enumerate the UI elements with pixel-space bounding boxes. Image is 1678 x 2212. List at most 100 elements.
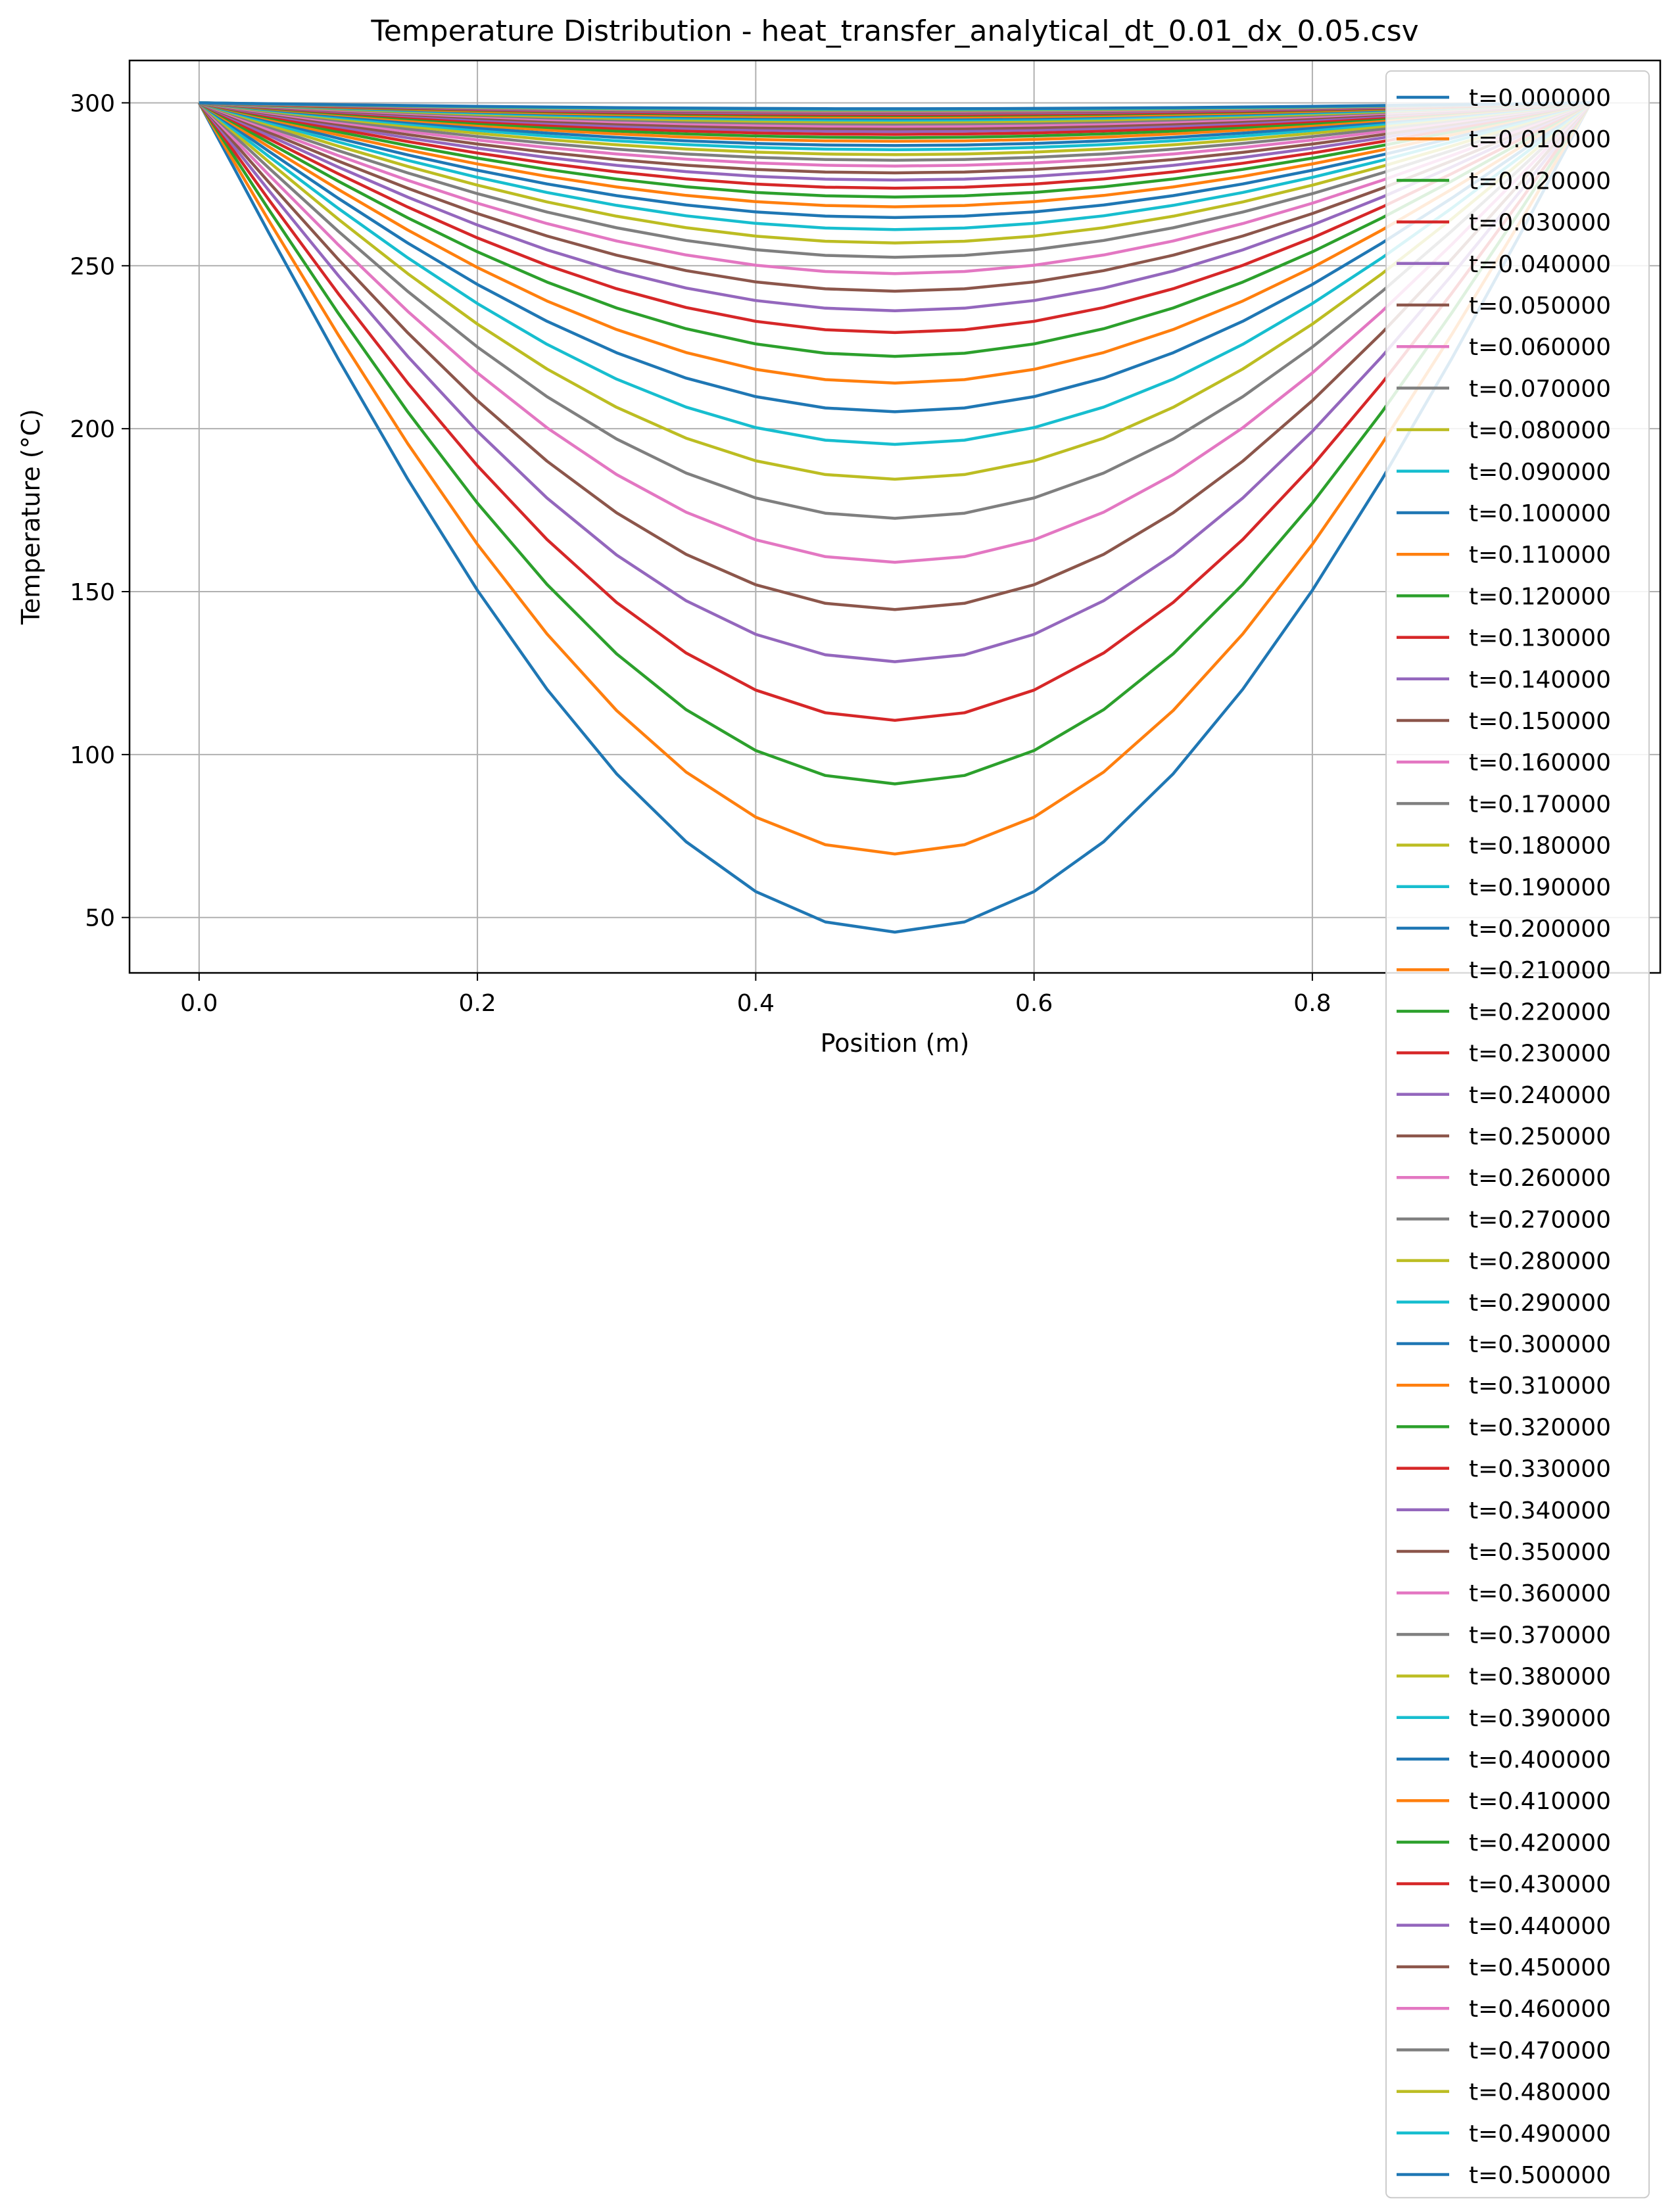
legend-entry-label: t=0.330000 — [1469, 1456, 1611, 1483]
series-line-25 — [199, 101, 1591, 175]
legend-entry-label: t=0.060000 — [1469, 334, 1611, 361]
series-line-29 — [199, 101, 1591, 152]
legend-entry-label: t=0.500000 — [1469, 2162, 1611, 2189]
legend-entry-label: t=0.360000 — [1469, 1580, 1611, 1607]
legend-entry-label: t=0.210000 — [1469, 957, 1611, 984]
legend-entry-label: t=0.050000 — [1469, 293, 1611, 319]
y-tick-label: 50 — [85, 905, 115, 932]
legend-entry-label: t=0.010000 — [1469, 126, 1611, 153]
legend-entry-label: t=0.480000 — [1469, 2079, 1611, 2106]
series-line-27 — [199, 101, 1591, 162]
legend-entry-label: t=0.000000 — [1469, 85, 1611, 112]
series-line-9 — [198, 101, 1592, 446]
legend-entry-label: t=0.380000 — [1469, 1664, 1611, 1691]
x-tick-label: 0.8 — [1293, 990, 1331, 1017]
legend-entry-label: t=0.320000 — [1469, 1414, 1611, 1441]
legend-entry-label: t=0.130000 — [1469, 625, 1611, 652]
series-line-15 — [198, 101, 1592, 293]
series-line-31 — [199, 101, 1591, 143]
x-tick-label: 0.4 — [737, 990, 775, 1017]
legend-entry-label: t=0.490000 — [1469, 2121, 1611, 2148]
legend-entry-label: t=0.340000 — [1469, 1497, 1611, 1524]
legend-entry-label: t=0.190000 — [1469, 874, 1611, 901]
legend-entry-label: t=0.400000 — [1469, 1747, 1611, 1774]
series-line-13 — [198, 101, 1592, 335]
series-line-4 — [198, 101, 1592, 663]
series-line-2 — [197, 102, 1593, 786]
series-line-14 — [198, 101, 1592, 312]
legend-entry-label: t=0.030000 — [1469, 210, 1611, 237]
series-line-20 — [199, 101, 1591, 220]
x-axis-label: Position (m) — [821, 1029, 970, 1058]
x-tick-label: 0.0 — [180, 990, 218, 1017]
legend-entry-label: t=0.120000 — [1469, 583, 1611, 610]
x-tick-label: 0.2 — [458, 990, 496, 1017]
legend: t=0.000000 t=0.010000 t=0.020000 t=0.030000… — [1385, 70, 1650, 2199]
legend-entry-label: t=0.200000 — [1469, 916, 1611, 943]
y-tick-label: 300 — [70, 90, 115, 117]
y-axis-label: Temperature (°C) — [16, 409, 45, 625]
x-tick-label: 0.6 — [1015, 990, 1053, 1017]
legend-entry-label: t=0.420000 — [1469, 1829, 1611, 1856]
legend-entry-label: t=0.110000 — [1469, 542, 1611, 569]
legend-entry-label: t=0.300000 — [1469, 1331, 1611, 1358]
series-line-0 — [197, 102, 1593, 934]
plot-frame — [128, 59, 1662, 974]
series-line-3 — [197, 102, 1593, 722]
legend-entry-label: t=0.100000 — [1469, 500, 1611, 527]
series-line-18 — [199, 101, 1591, 245]
y-tick-label: 150 — [70, 579, 115, 606]
series-line-33 — [199, 101, 1591, 136]
series-line-16 — [198, 101, 1592, 275]
y-tick-label: 200 — [70, 416, 115, 443]
chart-title: Temperature Distribution - heat_transfer… — [370, 14, 1418, 48]
legend-entry-label: t=0.240000 — [1469, 1082, 1611, 1109]
legend-entry-label: t=0.440000 — [1469, 1913, 1611, 1940]
series-line-5 — [198, 101, 1592, 611]
legend-entry-label: t=0.410000 — [1469, 1788, 1611, 1815]
series-line-10 — [198, 101, 1592, 413]
series-line-6 — [198, 101, 1592, 564]
legend-entry-label: t=0.350000 — [1469, 1539, 1611, 1566]
legend-entry-label: t=0.270000 — [1469, 1206, 1611, 1233]
legend-entry-label: t=0.310000 — [1469, 1373, 1611, 1400]
legend-entry-label: t=0.250000 — [1469, 1123, 1611, 1150]
legend-entry-label: t=0.160000 — [1469, 749, 1611, 776]
legend-entry-label: t=0.280000 — [1469, 1248, 1611, 1275]
series-line-1 — [197, 102, 1593, 856]
y-tick-label: 100 — [70, 742, 115, 769]
series-line-7 — [198, 101, 1592, 520]
series-line-19 — [199, 101, 1591, 231]
series-line-50 — [199, 101, 1591, 110]
series-line-12 — [198, 101, 1592, 358]
legend-entry-label: t=0.040000 — [1469, 251, 1611, 278]
legend-entry-label: t=0.470000 — [1469, 2037, 1611, 2064]
legend-entry-label: t=0.430000 — [1469, 1871, 1611, 1898]
legend-entry-label: t=0.460000 — [1469, 1996, 1611, 2023]
legend-entry-label: t=0.020000 — [1469, 168, 1611, 195]
series-line-22 — [199, 101, 1591, 199]
legend-entry-label: t=0.370000 — [1469, 1622, 1611, 1649]
legend-entry-label: t=0.220000 — [1469, 999, 1611, 1025]
legend-entry-label: t=0.180000 — [1469, 833, 1611, 860]
series-line-30 — [199, 101, 1591, 147]
legend-entry-label: t=0.140000 — [1469, 667, 1611, 694]
series-line-17 — [199, 101, 1591, 259]
legend-entry-label: t=0.170000 — [1469, 791, 1611, 818]
legend-entry-label: t=0.260000 — [1469, 1165, 1611, 1192]
series-line-26 — [199, 101, 1591, 168]
series-line-8 — [198, 101, 1592, 481]
series-layer — [197, 101, 1593, 934]
legend-entry-label: t=0.390000 — [1469, 1705, 1611, 1732]
series-line-28 — [199, 101, 1591, 156]
legend-entry-label: t=0.290000 — [1469, 1290, 1611, 1317]
legend-entry-label: t=0.090000 — [1469, 459, 1611, 486]
series-line-11 — [198, 101, 1592, 385]
legend-entry-label: t=0.150000 — [1469, 708, 1611, 735]
series-line-24 — [199, 101, 1591, 182]
tick-layer: 0.0 0.2 0.4 0.6 0.8 50 100 150 200 250 300 — [70, 90, 1331, 1017]
series-line-23 — [199, 101, 1591, 190]
legend-entry-label: t=0.450000 — [1469, 1954, 1611, 1981]
